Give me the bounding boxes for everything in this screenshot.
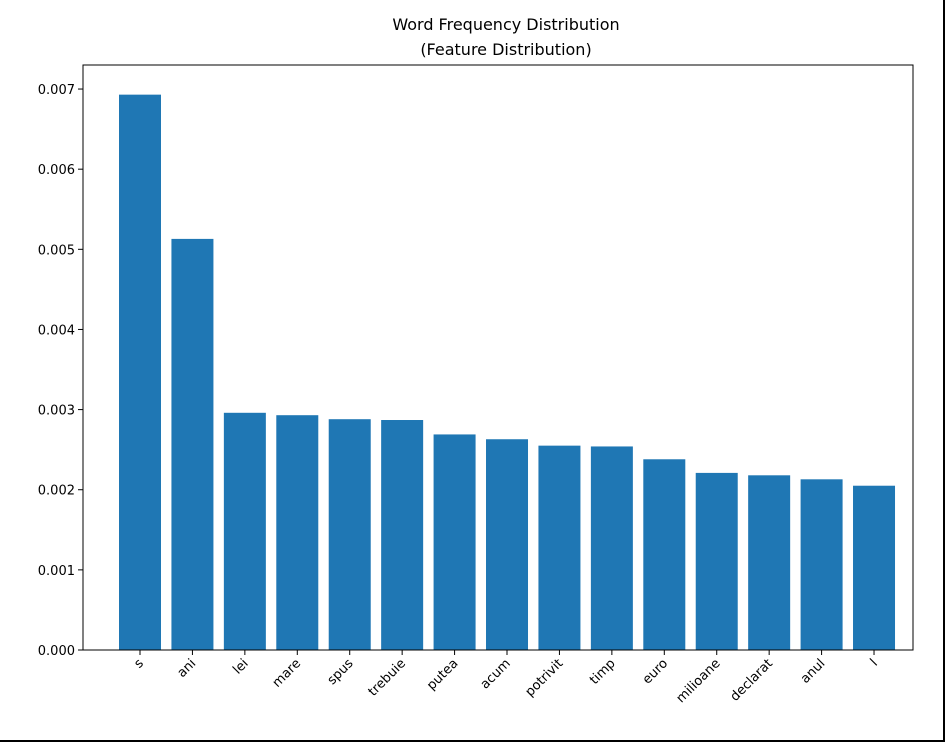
- y-tick-label: 0.003: [38, 404, 75, 419]
- bar-acum: [486, 439, 529, 650]
- bar-mare: [276, 415, 319, 650]
- bar-putea: [433, 434, 476, 650]
- bar-s: [119, 94, 161, 650]
- x-tick-label-acum: acum: [478, 656, 514, 692]
- bar-ani: [171, 238, 214, 650]
- x-tick-label-euro: euro: [640, 656, 671, 687]
- x-ticks-group: s ani lei mare spus trebuie putea acum potrivit t…: [131, 650, 881, 706]
- x-tick-label-putea: putea: [424, 656, 461, 693]
- bars-group: [119, 94, 896, 650]
- x-tick-label-s: s: [131, 656, 147, 672]
- chart-subtitle: (Feature Distribution): [420, 40, 591, 59]
- x-tick-label-potrivit: potrivit: [523, 656, 567, 700]
- bar-anul: [800, 479, 843, 650]
- x-tick-label-declarat: declarat: [728, 656, 776, 704]
- bar-euro: [643, 459, 686, 650]
- y-tick-label: 0.002: [38, 484, 75, 499]
- y-tick-label: 0.001: [38, 564, 75, 579]
- y-tick-label: 0.006: [38, 163, 75, 178]
- chart-title: Word Frequency Distribution: [392, 15, 619, 34]
- x-tick-label-timp: timp: [587, 656, 619, 688]
- x-tick-label-trebuie: trebuie: [366, 656, 409, 699]
- bar-timp: [590, 446, 633, 650]
- bar-trebuie: [381, 420, 424, 650]
- x-tick-label-milioane: milioane: [674, 656, 724, 706]
- y-tick-label: 0.005: [38, 243, 75, 258]
- bar-milioane: [695, 472, 738, 650]
- plot-frame: [82, 64, 914, 651]
- x-tick-label-spus: spus: [325, 656, 357, 688]
- bar-spus: [328, 419, 371, 650]
- x-tick-label-ani: ani: [175, 656, 200, 681]
- x-tick-label-l: l: [868, 656, 881, 669]
- y-ticks-group: 0.000 0.001 0.002 0.003 0.004 0.005 0.006 0.007: [38, 83, 83, 659]
- y-tick-label: 0.000: [38, 644, 75, 659]
- x-tick-label-mare: mare: [270, 656, 304, 690]
- x-tick-label-lei: lei: [230, 656, 251, 677]
- x-tick-label-anul: anul: [798, 656, 828, 686]
- y-tick-label: 0.004: [38, 323, 75, 338]
- y-tick-label: 0.007: [38, 83, 75, 98]
- bar-lei: [223, 412, 266, 650]
- bar-l: [853, 485, 896, 650]
- bar-potrivit: [538, 445, 581, 650]
- bar-declarat: [748, 475, 791, 650]
- axes-group: [82, 64, 914, 651]
